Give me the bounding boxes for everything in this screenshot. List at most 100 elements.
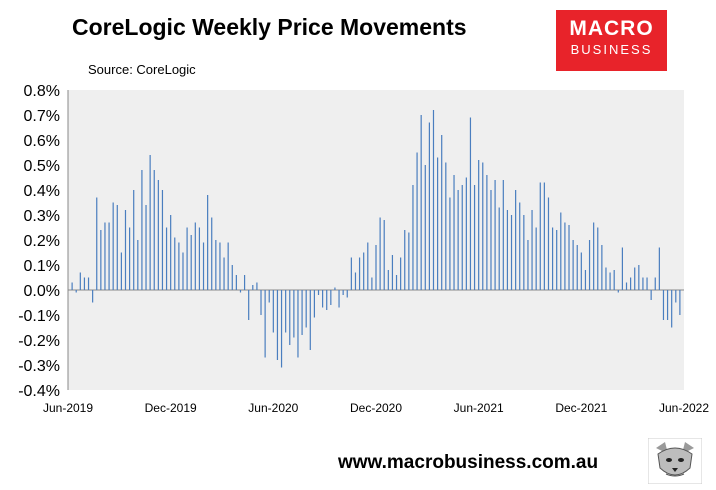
- bar: [478, 160, 480, 290]
- bar: [108, 222, 110, 290]
- x-tick-label: Jun-2020: [248, 401, 298, 415]
- bar: [83, 277, 86, 290]
- bar: [387, 270, 389, 290]
- bar: [211, 217, 213, 290]
- bar: [120, 252, 122, 290]
- bar: [141, 170, 143, 290]
- bar: [157, 180, 159, 290]
- y-tick-label: 0.5%: [24, 158, 60, 175]
- bar: [256, 282, 258, 290]
- bar: [437, 157, 439, 290]
- bar: [182, 252, 184, 290]
- bar: [194, 222, 196, 290]
- bar: [515, 190, 517, 290]
- chart-title: CoreLogic Weekly Price Movements: [72, 14, 467, 40]
- bar: [293, 290, 295, 338]
- bar: [564, 222, 566, 290]
- bar: [313, 290, 315, 318]
- bar: [449, 197, 451, 290]
- bar: [235, 275, 237, 290]
- bar: [338, 290, 340, 308]
- bar: [395, 275, 398, 290]
- bar: [75, 290, 77, 293]
- bar: [330, 290, 332, 305]
- bar: [404, 230, 406, 290]
- bar: [375, 245, 377, 290]
- bar: [638, 265, 640, 290]
- bar: [92, 290, 94, 303]
- bar: [272, 290, 274, 333]
- bar: [252, 285, 254, 290]
- bar: [280, 290, 283, 368]
- bar: [260, 290, 262, 315]
- bar: [133, 190, 135, 290]
- macrobusiness-logo: MACRO BUSINESS: [556, 10, 667, 71]
- bar: [137, 240, 139, 290]
- website-url[interactable]: www.macrobusiness.com.au: [338, 452, 599, 473]
- bar: [494, 180, 496, 290]
- bar: [576, 245, 578, 290]
- bar: [285, 290, 287, 333]
- x-tick-label: Dec-2021: [555, 401, 607, 415]
- bar: [297, 290, 299, 358]
- bar: [584, 270, 587, 290]
- bar: [543, 182, 545, 290]
- bar: [658, 247, 660, 290]
- bar: [568, 225, 570, 290]
- bar: [461, 185, 463, 290]
- bar: [149, 155, 151, 290]
- bar: [445, 162, 447, 290]
- bar: [502, 180, 504, 290]
- bar: [305, 290, 307, 328]
- bar: [551, 227, 554, 290]
- bar: [642, 277, 644, 290]
- x-tick-label: Dec-2020: [350, 401, 402, 415]
- bar: [671, 290, 673, 328]
- bar: [560, 212, 562, 290]
- bar: [153, 170, 155, 290]
- bar: [420, 115, 422, 290]
- bar: [675, 290, 677, 303]
- bar: [498, 207, 500, 290]
- y-tick-label: 0.6%: [24, 133, 60, 150]
- bar: [527, 240, 529, 290]
- y-tick-label: 0.1%: [24, 258, 60, 275]
- bar: [634, 267, 636, 290]
- plot-area: [68, 90, 684, 390]
- bar: [207, 195, 209, 290]
- bar: [79, 272, 81, 290]
- bar: [621, 247, 623, 290]
- bar: [227, 242, 229, 290]
- bar: [650, 290, 652, 300]
- x-tick-label: Jun-2022: [659, 401, 709, 415]
- bar: [317, 290, 320, 295]
- bar: [219, 242, 221, 290]
- bar: [354, 272, 357, 290]
- bar: [178, 242, 180, 290]
- bar: [654, 277, 656, 290]
- bar: [215, 240, 217, 290]
- bar: [630, 277, 632, 290]
- bar: [506, 210, 509, 290]
- bar: [87, 277, 90, 290]
- bar: [453, 175, 455, 290]
- y-tick-label: -0.2%: [18, 333, 60, 350]
- bar: [486, 175, 488, 290]
- bar: [469, 117, 472, 290]
- bar: [202, 242, 205, 290]
- bar: [190, 235, 192, 290]
- bar: [124, 210, 127, 290]
- logo-line-2: BUSINESS: [570, 42, 653, 57]
- bar: [145, 205, 147, 290]
- bar: [473, 185, 476, 290]
- bar: [613, 270, 615, 290]
- bar: [71, 282, 73, 290]
- bar: [572, 240, 574, 290]
- bar: [588, 240, 591, 290]
- bar: [342, 290, 344, 295]
- bar: [556, 230, 558, 290]
- bar: [490, 190, 492, 290]
- bar: [367, 242, 369, 290]
- bar: [363, 252, 365, 290]
- bar: [301, 290, 303, 335]
